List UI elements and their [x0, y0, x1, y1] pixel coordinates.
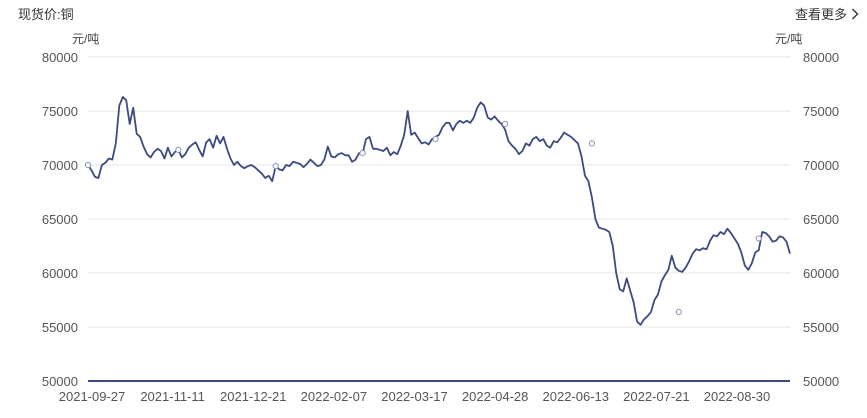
y-axis-unit-left: 元/吨 — [72, 32, 100, 46]
y-tick-label-right: 65000 — [803, 212, 839, 227]
x-tick-label: 2022-06-13 — [543, 389, 610, 404]
y-tick-label-left: 75000 — [42, 104, 78, 119]
y-tick-label-left: 80000 — [42, 50, 78, 65]
data-point-marker — [755, 235, 762, 242]
y-tick-label-right: 55000 — [803, 320, 839, 335]
y-axis-left-ticks: 80000 75000 70000 65000 60000 55000 50000 — [42, 50, 78, 389]
data-point-marker — [175, 146, 182, 153]
y-tick-label-right: 50000 — [803, 374, 839, 389]
chart-title: 现货价:铜 — [18, 7, 74, 22]
data-point-marker — [272, 162, 279, 170]
y-tick-label-left: 60000 — [42, 266, 78, 281]
copper-price-line — [87, 96, 791, 326]
data-point-marker — [84, 161, 92, 169]
y-tick-label-right: 70000 — [803, 158, 839, 173]
data-point-marker — [588, 140, 596, 147]
x-tick-label: 2022-02-07 — [301, 389, 368, 404]
data-point-marker — [432, 135, 439, 143]
y-tick-label-right: 75000 — [803, 104, 839, 119]
x-tick-label: 2022-03-17 — [381, 389, 448, 404]
gridlines — [88, 56, 790, 328]
chevron-right-icon — [852, 8, 859, 19]
x-axis-ticks: 2021-09-27 2021-11-11 2021-12-21 2022-02-07… — [59, 389, 771, 404]
data-point-marker — [359, 150, 366, 157]
view-more-link[interactable]: 查看更多 — [795, 4, 859, 23]
y-tick-label-right: 60000 — [803, 266, 839, 281]
x-tick-label: 2021-12-21 — [220, 389, 287, 404]
y-axis-unit-right: 元/吨 — [775, 32, 803, 46]
x-tick-label: 2021-11-11 — [140, 389, 205, 404]
y-tick-label-left: 65000 — [42, 212, 78, 227]
x-tick-label: 2022-07-21 — [623, 389, 690, 404]
x-tick-label: 2022-04-28 — [462, 389, 529, 404]
y-tick-label-right: 80000 — [803, 50, 839, 65]
y-axis-right-ticks: 80000 75000 70000 65000 60000 55000 50000 — [803, 50, 839, 389]
y-tick-label-left: 70000 — [42, 158, 78, 173]
point-markers — [84, 120, 762, 315]
data-point-marker — [675, 308, 682, 315]
data-point-marker — [501, 120, 509, 128]
y-tick-label-left: 55000 — [42, 320, 78, 335]
x-tick-label: 2022-08-30 — [704, 389, 771, 404]
view-more-label: 查看更多 — [794, 7, 847, 22]
x-tick-label: 2021-09-27 — [59, 389, 126, 404]
y-tick-label-left: 50000 — [42, 374, 78, 389]
